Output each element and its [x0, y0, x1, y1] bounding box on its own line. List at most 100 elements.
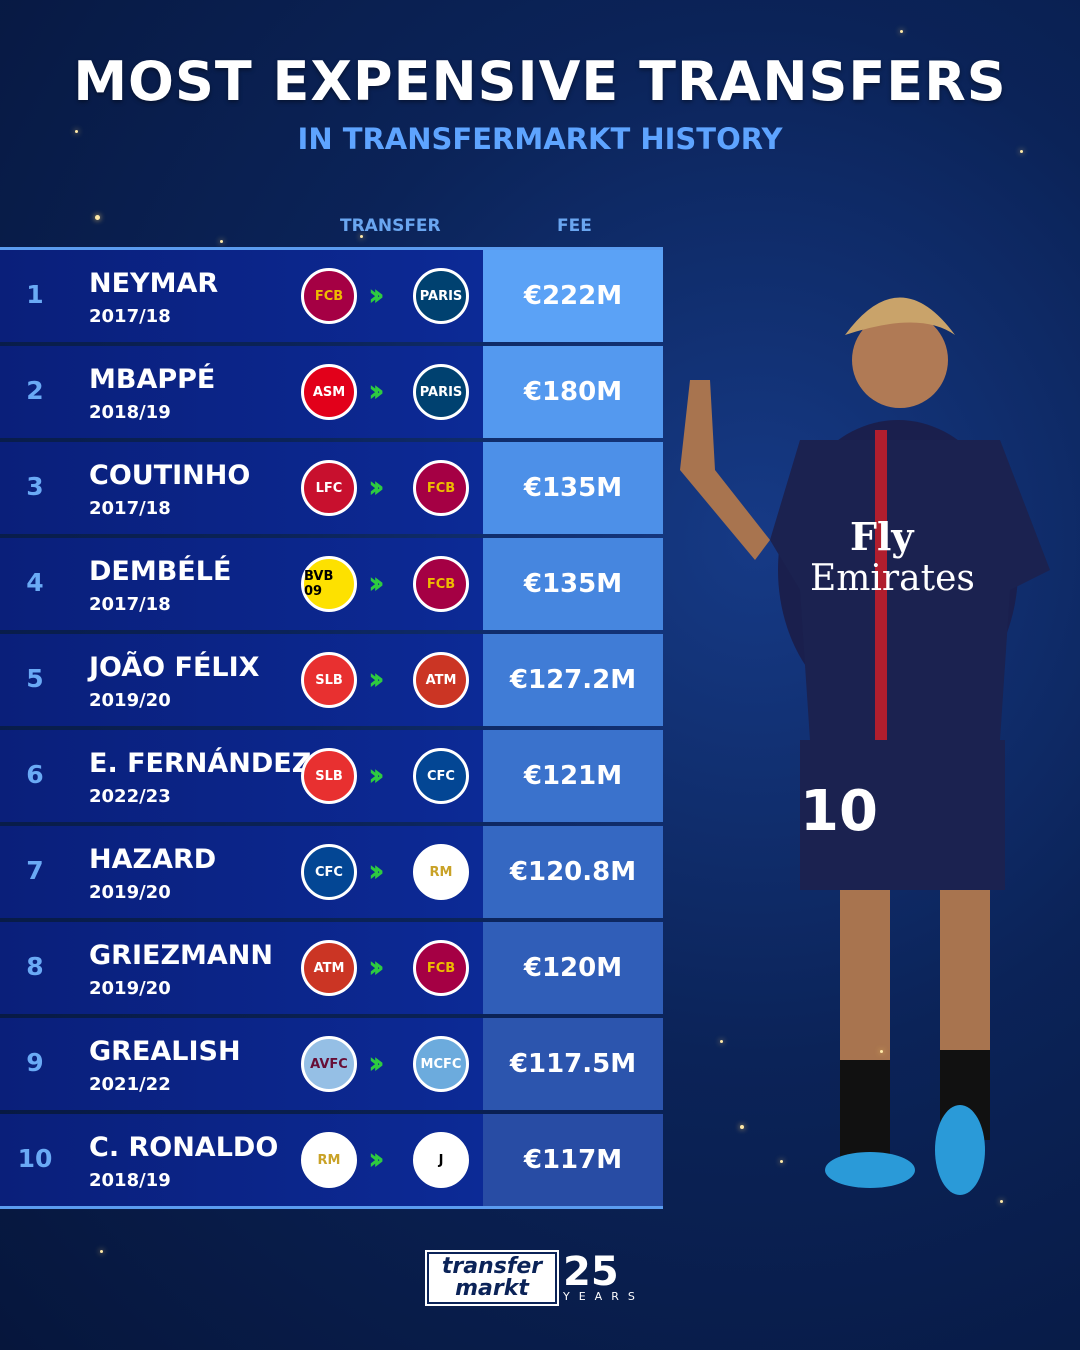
player-cell: 2 MBAPPÉ 2018/19 ASM ›› PARIS: [0, 346, 483, 438]
as-monaco-crest-icon: ASM: [301, 364, 357, 420]
sparkle-decoration: [1000, 1200, 1003, 1203]
sparkle-decoration: [780, 1160, 783, 1163]
player-name: C. RONALDO: [89, 1132, 279, 1163]
svg-text:Emirates: Emirates: [810, 558, 975, 599]
transfers-table: 1 NEYMAR 2017/18 FCB ›› PARIS €222M 2 MB…: [0, 247, 663, 1209]
sparkle-decoration: [880, 1050, 883, 1053]
sparkle-decoration: [100, 1250, 103, 1253]
fee-cell: €180M: [483, 346, 663, 438]
rank: 1: [26, 280, 44, 309]
column-header-fee: FEE: [557, 216, 592, 236]
anniversary-number: 25: [563, 1248, 619, 1295]
svg-text:Fly: Fly: [850, 514, 914, 559]
transfermarkt-wordmark: transfer markt: [425, 1250, 559, 1306]
fc-barcelona-crest-icon: FCB: [413, 556, 469, 612]
season: 2018/19: [89, 1170, 171, 1191]
sparkle-decoration: [720, 1040, 723, 1043]
rank: 3: [26, 472, 44, 501]
table-row: 5 JOÃO FÉLIX 2019/20 SLB ›› ATM €127.2M: [0, 634, 663, 726]
player-cell: 1 NEYMAR 2017/18 FCB ›› PARIS: [0, 250, 483, 342]
double-chevron-right-icon: ››: [368, 950, 384, 985]
sparkle-decoration: [75, 130, 78, 133]
chelsea-crest-icon: CFC: [301, 844, 357, 900]
player-cell: 5 JOÃO FÉLIX 2019/20 SLB ›› ATM: [0, 634, 483, 726]
double-chevron-right-icon: ››: [368, 758, 384, 793]
fee-cell: €222M: [483, 250, 663, 342]
table-row: 10 C. RONALDO 2018/19 RM ›› J €117M: [0, 1114, 663, 1206]
season: 2018/19: [89, 402, 171, 423]
psg-crest-icon: PARIS: [413, 268, 469, 324]
player-name: JOÃO FÉLIX: [89, 652, 260, 683]
sparkle-decoration: [740, 1125, 744, 1129]
rank: 9: [26, 1048, 44, 1077]
player-name: GREALISH: [89, 1036, 241, 1067]
bvb-crest-icon: BVB 09: [301, 556, 357, 612]
column-header-transfer: TRANSFER: [340, 216, 441, 236]
anniversary-mark: 25 YEARS: [563, 1248, 644, 1303]
season: 2022/23: [89, 786, 171, 807]
rank: 6: [26, 760, 44, 789]
player-cell: 4 DEMBÉLÉ 2017/18 BVB 09 ›› FCB: [0, 538, 483, 630]
fee-cell: €127.2M: [483, 634, 663, 726]
manchester-city-crest-icon: MCFC: [413, 1036, 469, 1092]
table-row: 3 COUTINHO 2017/18 LFC ›› FCB €135M: [0, 442, 663, 534]
player-cell: 3 COUTINHO 2017/18 LFC ›› FCB: [0, 442, 483, 534]
rank: 8: [26, 952, 44, 981]
fc-barcelona-crest-icon: FCB: [301, 268, 357, 324]
fee-cell: €117M: [483, 1114, 663, 1206]
chelsea-crest-icon: CFC: [413, 748, 469, 804]
rank: 5: [26, 664, 44, 693]
sparkle-decoration: [360, 235, 363, 238]
player-cell: 8 GRIEZMANN 2019/20 ATM ›› FCB: [0, 922, 483, 1014]
fee-cell: €120M: [483, 922, 663, 1014]
player-name: E. FERNÁNDEZ: [89, 748, 312, 779]
fc-barcelona-crest-icon: FCB: [413, 460, 469, 516]
atletico-madrid-crest-icon: ATM: [301, 940, 357, 996]
fee-cell: €121M: [483, 730, 663, 822]
player-name: COUTINHO: [89, 460, 251, 491]
rank: 2: [26, 376, 44, 405]
player-name: MBAPPÉ: [89, 364, 216, 395]
fee-cell: €117.5M: [483, 1018, 663, 1110]
table-row: 6 E. FERNÁNDEZ 2022/23 SLB ›› CFC €121M: [0, 730, 663, 822]
fee-cell: €135M: [483, 538, 663, 630]
table-row: 8 GRIEZMANN 2019/20 ATM ›› FCB €120M: [0, 922, 663, 1014]
season: 2017/18: [89, 594, 171, 615]
real-madrid-crest-icon: RM: [301, 1132, 357, 1188]
player-name: GRIEZMANN: [89, 940, 273, 971]
double-chevron-right-icon: ››: [368, 662, 384, 697]
player-cell: 7 HAZARD 2019/20 CFC ›› RM: [0, 826, 483, 918]
table-row: 9 GREALISH 2021/22 AVFC ›› MCFC €117.5M: [0, 1018, 663, 1110]
player-name: HAZARD: [89, 844, 217, 875]
player-name: DEMBÉLÉ: [89, 556, 232, 587]
season: 2019/20: [89, 978, 171, 999]
transfermarkt-25-years-logo: transfer markt 25 YEARS: [425, 1248, 644, 1306]
logo-text-bottom: markt: [455, 1276, 529, 1301]
double-chevron-right-icon: ››: [368, 374, 384, 409]
double-chevron-right-icon: ››: [368, 566, 384, 601]
benfica-crest-icon: SLB: [301, 652, 357, 708]
player-cell: 10 C. RONALDO 2018/19 RM ›› J: [0, 1114, 483, 1206]
double-chevron-right-icon: ››: [368, 854, 384, 889]
sparkle-decoration: [95, 215, 100, 220]
anniversary-years: YEARS: [563, 1289, 644, 1303]
double-chevron-right-icon: ››: [368, 470, 384, 505]
logo-text-top: transfer: [441, 1254, 543, 1279]
season: 2017/18: [89, 306, 171, 327]
psg-crest-icon: PARIS: [413, 364, 469, 420]
table-row: 2 MBAPPÉ 2018/19 ASM ›› PARIS €180M: [0, 346, 663, 438]
table-row: 7 HAZARD 2019/20 CFC ›› RM €120.8M: [0, 826, 663, 918]
table-row: 1 NEYMAR 2017/18 FCB ›› PARIS €222M: [0, 250, 663, 342]
player-photo: Fly Emirates 10: [680, 297, 1050, 1195]
rank: 7: [26, 856, 44, 885]
season: 2017/18: [89, 498, 171, 519]
fc-barcelona-crest-icon: FCB: [413, 940, 469, 996]
fee-cell: €120.8M: [483, 826, 663, 918]
player-name: NEYMAR: [89, 268, 219, 299]
double-chevron-right-icon: ››: [368, 1046, 384, 1081]
benfica-crest-icon: SLB: [301, 748, 357, 804]
aston-villa-crest-icon: AVFC: [301, 1036, 357, 1092]
double-chevron-right-icon: ››: [368, 278, 384, 313]
rank: 10: [17, 1144, 53, 1173]
sparkle-decoration: [900, 30, 903, 33]
